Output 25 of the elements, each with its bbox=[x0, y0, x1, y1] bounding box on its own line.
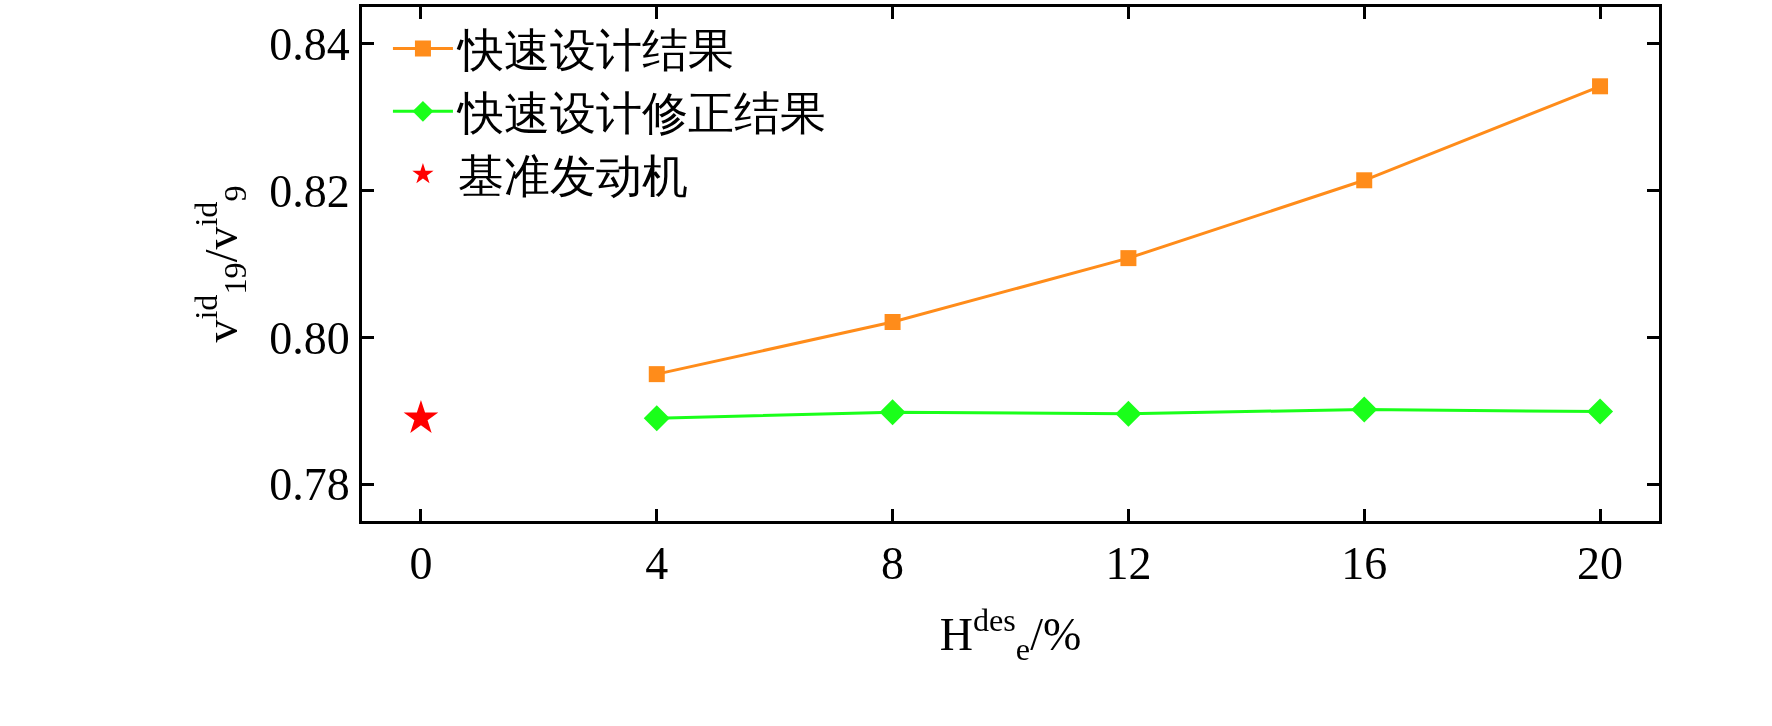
x-tick-label: 12 bbox=[1105, 538, 1152, 590]
point bbox=[1356, 172, 1373, 189]
y-tick-label: 0.82 bbox=[269, 165, 350, 217]
x-tick-label: 20 bbox=[1577, 538, 1624, 590]
x-tick-label: 16 bbox=[1341, 538, 1388, 590]
x-tick-label: 4 bbox=[645, 538, 669, 590]
y-tick-label: 0.78 bbox=[269, 459, 350, 511]
point bbox=[884, 314, 901, 331]
point bbox=[1351, 396, 1378, 423]
point bbox=[1120, 250, 1137, 267]
point bbox=[403, 400, 439, 433]
point bbox=[643, 405, 670, 432]
y-tick-label: 0.84 bbox=[269, 18, 350, 70]
x-tick-label: 0 bbox=[409, 538, 433, 590]
point bbox=[648, 366, 665, 383]
legend-label: 快速设计结果 bbox=[455, 23, 734, 78]
point bbox=[1592, 78, 1609, 95]
legend-label: 快速设计修正结果 bbox=[455, 86, 826, 141]
x-tick-label: 8 bbox=[881, 538, 905, 590]
point bbox=[1587, 398, 1614, 425]
point bbox=[879, 399, 906, 426]
x-axis-title: H$^{des}$$_{e}$/% bbox=[939, 601, 1082, 667]
legend-label: 基准发动机 bbox=[457, 149, 688, 204]
point bbox=[1115, 400, 1142, 427]
y-tick-label: 0.80 bbox=[269, 312, 350, 364]
